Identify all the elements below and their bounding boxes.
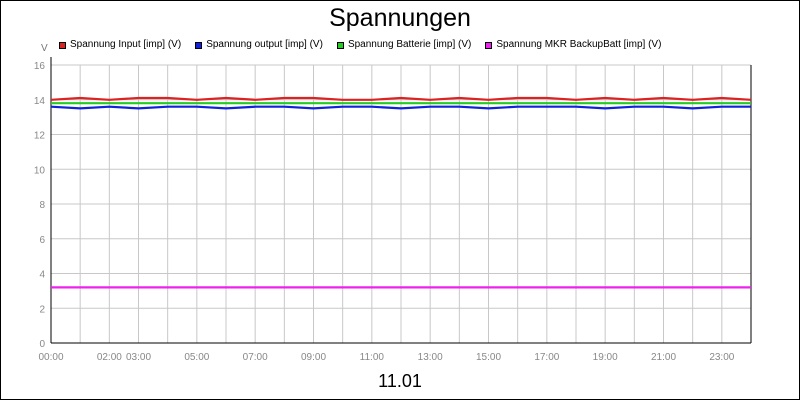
- legend-label: Spannung Input [imp] (V): [70, 39, 182, 50]
- y-tick-label: 0: [39, 339, 45, 350]
- legend-label: Spannung output [imp] (V): [206, 39, 323, 50]
- legend-label: Spannung MKR BackupBatt [imp] (V): [496, 39, 662, 50]
- series-line-1: [50, 96, 752, 101]
- x-tick-label: 21:00: [651, 352, 676, 363]
- y-tick-label: 10: [34, 165, 46, 176]
- y-tick-label: 12: [34, 131, 46, 142]
- y-tick-label: 16: [34, 61, 46, 72]
- x-tick-label: 02:00: [97, 352, 122, 363]
- x-tick-label: 03:00: [126, 352, 151, 363]
- legend-swatch-backup: [485, 41, 493, 49]
- y-tick-label: 8: [39, 200, 45, 211]
- x-tick-label: 23:00: [709, 352, 734, 363]
- chart-title: Spannungen: [329, 4, 471, 32]
- x-tick-label: 19:00: [593, 352, 618, 363]
- legend: Spannung Input [imp] (V) Spannung output…: [59, 39, 661, 51]
- x-tick-label: 09:00: [301, 352, 326, 363]
- legend-swatch-output: [195, 41, 203, 49]
- legend-item: Spannung Batterie [imp] (V): [336, 39, 472, 51]
- x-tick-label: 13:00: [418, 352, 443, 363]
- legend-item: Spannung Input [imp] (V): [59, 39, 181, 51]
- y-axis-label: V: [41, 43, 48, 54]
- x-tick-label: 15:00: [476, 352, 501, 363]
- x-axis-label: 11.01: [378, 371, 422, 391]
- legend-label: Spannung Batterie [imp] (V): [347, 39, 472, 50]
- x-tick-label: 17:00: [534, 352, 559, 363]
- legend-swatch-battery: [336, 41, 344, 49]
- y-tick-label: 14: [34, 96, 46, 107]
- y-tick-label: 2: [39, 304, 45, 315]
- x-tick-label: 11:00: [360, 352, 385, 363]
- series-line-2: [50, 105, 751, 110]
- x-tick-label: 07:00: [243, 352, 268, 363]
- x-tick-label: 00:00: [38, 352, 63, 363]
- legend-swatch-input: [59, 41, 66, 49]
- legend-item: Spannung MKR BackupBatt [imp] (V): [485, 39, 661, 51]
- x-tick-label: 05:00: [184, 352, 209, 363]
- y-tick-label: 6: [39, 235, 45, 246]
- legend-item: Spannung output [imp] (V): [195, 39, 323, 51]
- y-tick-label: 4: [39, 270, 45, 281]
